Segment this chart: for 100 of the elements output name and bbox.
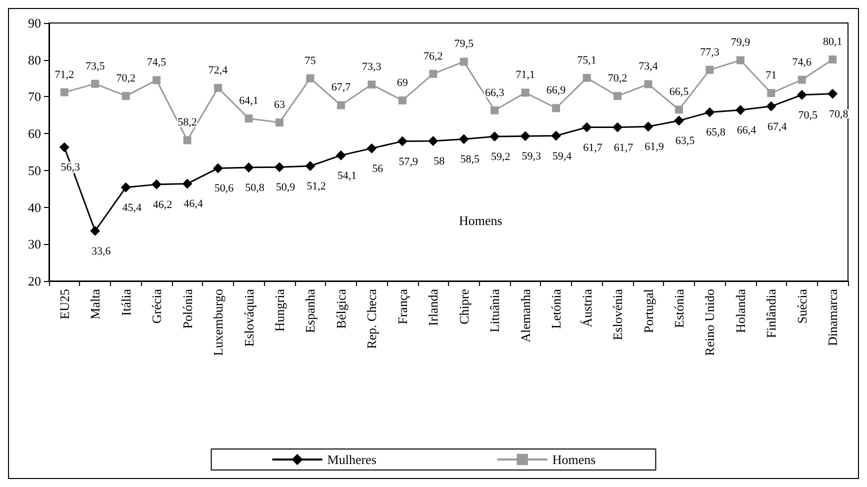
x-tick-label: Portugal xyxy=(640,288,656,334)
x-tick-label: EU25 xyxy=(56,289,72,320)
data-label: 70,2 xyxy=(608,72,628,84)
x-tick-label: Eslovénia xyxy=(610,288,626,340)
x-tick-label: Estónia xyxy=(671,288,686,328)
legend-label: Mulheres xyxy=(327,452,376,467)
data-label: 66,5 xyxy=(669,86,690,98)
point xyxy=(458,134,469,144)
point xyxy=(306,74,314,82)
data-label: 66,3 xyxy=(484,86,505,99)
data-label: 46,2 xyxy=(152,198,172,211)
x-tick-label: Finlândia xyxy=(764,288,779,338)
data-label: 80,1 xyxy=(823,36,842,48)
point xyxy=(275,118,284,127)
point xyxy=(120,182,131,192)
data-label: 73,4 xyxy=(638,60,658,73)
x-tick-label: Holanda xyxy=(732,288,748,334)
point xyxy=(429,70,438,78)
point xyxy=(244,162,254,172)
x-tick-label: Irlanda xyxy=(426,288,441,326)
x-tick-label: Hungria xyxy=(272,288,287,332)
y-tick-label: 30 xyxy=(28,236,41,252)
point xyxy=(551,130,562,141)
data-label: 63 xyxy=(274,99,286,112)
data-label: 46,4 xyxy=(184,198,204,210)
point xyxy=(644,80,652,88)
point xyxy=(798,76,806,84)
data-label: 59,2 xyxy=(490,151,510,164)
point xyxy=(59,142,70,152)
x-tick-label: Itália xyxy=(118,288,134,316)
point xyxy=(614,92,622,100)
point xyxy=(428,136,438,146)
point xyxy=(796,90,807,100)
data-label: 54,1 xyxy=(337,170,357,182)
data-label: 66,4 xyxy=(736,124,757,136)
x-tick-label: Dinamarca xyxy=(825,288,840,346)
data-label: 33,6 xyxy=(91,245,112,258)
point xyxy=(213,163,224,174)
x-tick-label: Reino Unido xyxy=(702,289,718,356)
point xyxy=(366,143,377,154)
point xyxy=(828,55,837,64)
point xyxy=(674,106,683,114)
point xyxy=(521,88,530,97)
point xyxy=(643,122,654,132)
data-label: 50,8 xyxy=(245,182,265,194)
y-tick-label: 50 xyxy=(28,162,41,178)
data-label: 73,5 xyxy=(85,60,106,72)
x-tick-label: Rep. Checa xyxy=(364,288,380,349)
legend-label: Homens xyxy=(552,452,596,467)
point xyxy=(336,101,345,110)
point xyxy=(60,88,68,96)
data-label: 61,7 xyxy=(583,142,603,154)
point xyxy=(183,136,192,144)
data-label: 79,5 xyxy=(454,38,474,50)
point xyxy=(706,66,714,74)
y-tick-label: 70 xyxy=(28,89,41,104)
y-tick-label: 90 xyxy=(28,16,41,30)
y-tick-label: 80 xyxy=(28,52,41,68)
y-tick-label: 20 xyxy=(28,274,41,288)
x-tick-label: Eslováquia xyxy=(241,288,256,347)
data-label: 74,6 xyxy=(792,56,812,68)
point xyxy=(398,96,406,104)
point xyxy=(90,226,100,236)
data-label: 71,2 xyxy=(54,68,74,81)
data-label: 75,1 xyxy=(577,54,596,66)
point xyxy=(214,84,222,92)
data-label: 69 xyxy=(396,76,408,89)
data-label: 50,6 xyxy=(214,182,234,195)
x-tick-label: Letónia xyxy=(548,288,564,329)
x-tick-label: Suécia xyxy=(794,288,810,324)
point xyxy=(397,136,408,146)
point xyxy=(490,106,499,114)
x-tick-label: Polónia xyxy=(180,288,195,329)
data-label: 58 xyxy=(434,155,446,168)
point xyxy=(490,132,500,142)
point xyxy=(520,131,530,142)
data-label: 79,9 xyxy=(730,36,751,49)
data-label: 67,7 xyxy=(331,82,352,94)
point xyxy=(122,92,130,100)
data-label: 76,2 xyxy=(424,50,443,62)
data-label: 75 xyxy=(304,54,316,67)
x-tick-label: Luxemburgo xyxy=(210,289,226,356)
x-tick-label: Chipre xyxy=(456,288,472,324)
data-label: 45,4 xyxy=(122,202,142,214)
x-tick-label: Bélgica xyxy=(333,288,348,329)
y-tick-label: 40 xyxy=(28,200,41,215)
data-label: 70,2 xyxy=(116,72,136,84)
data-label: 51,2 xyxy=(306,180,326,193)
x-tick-label: Áustria xyxy=(579,288,594,328)
data-label: 70,5 xyxy=(798,109,818,122)
point xyxy=(735,104,746,115)
x-tick-label: França xyxy=(394,288,410,324)
data-label: 59,4 xyxy=(552,150,572,162)
data-label: 77,3 xyxy=(700,46,720,58)
point xyxy=(368,80,376,89)
data-label: 73,3 xyxy=(362,61,382,74)
point xyxy=(336,150,346,160)
point xyxy=(674,116,684,126)
data-label: 58,2 xyxy=(178,116,197,129)
point xyxy=(612,122,623,132)
